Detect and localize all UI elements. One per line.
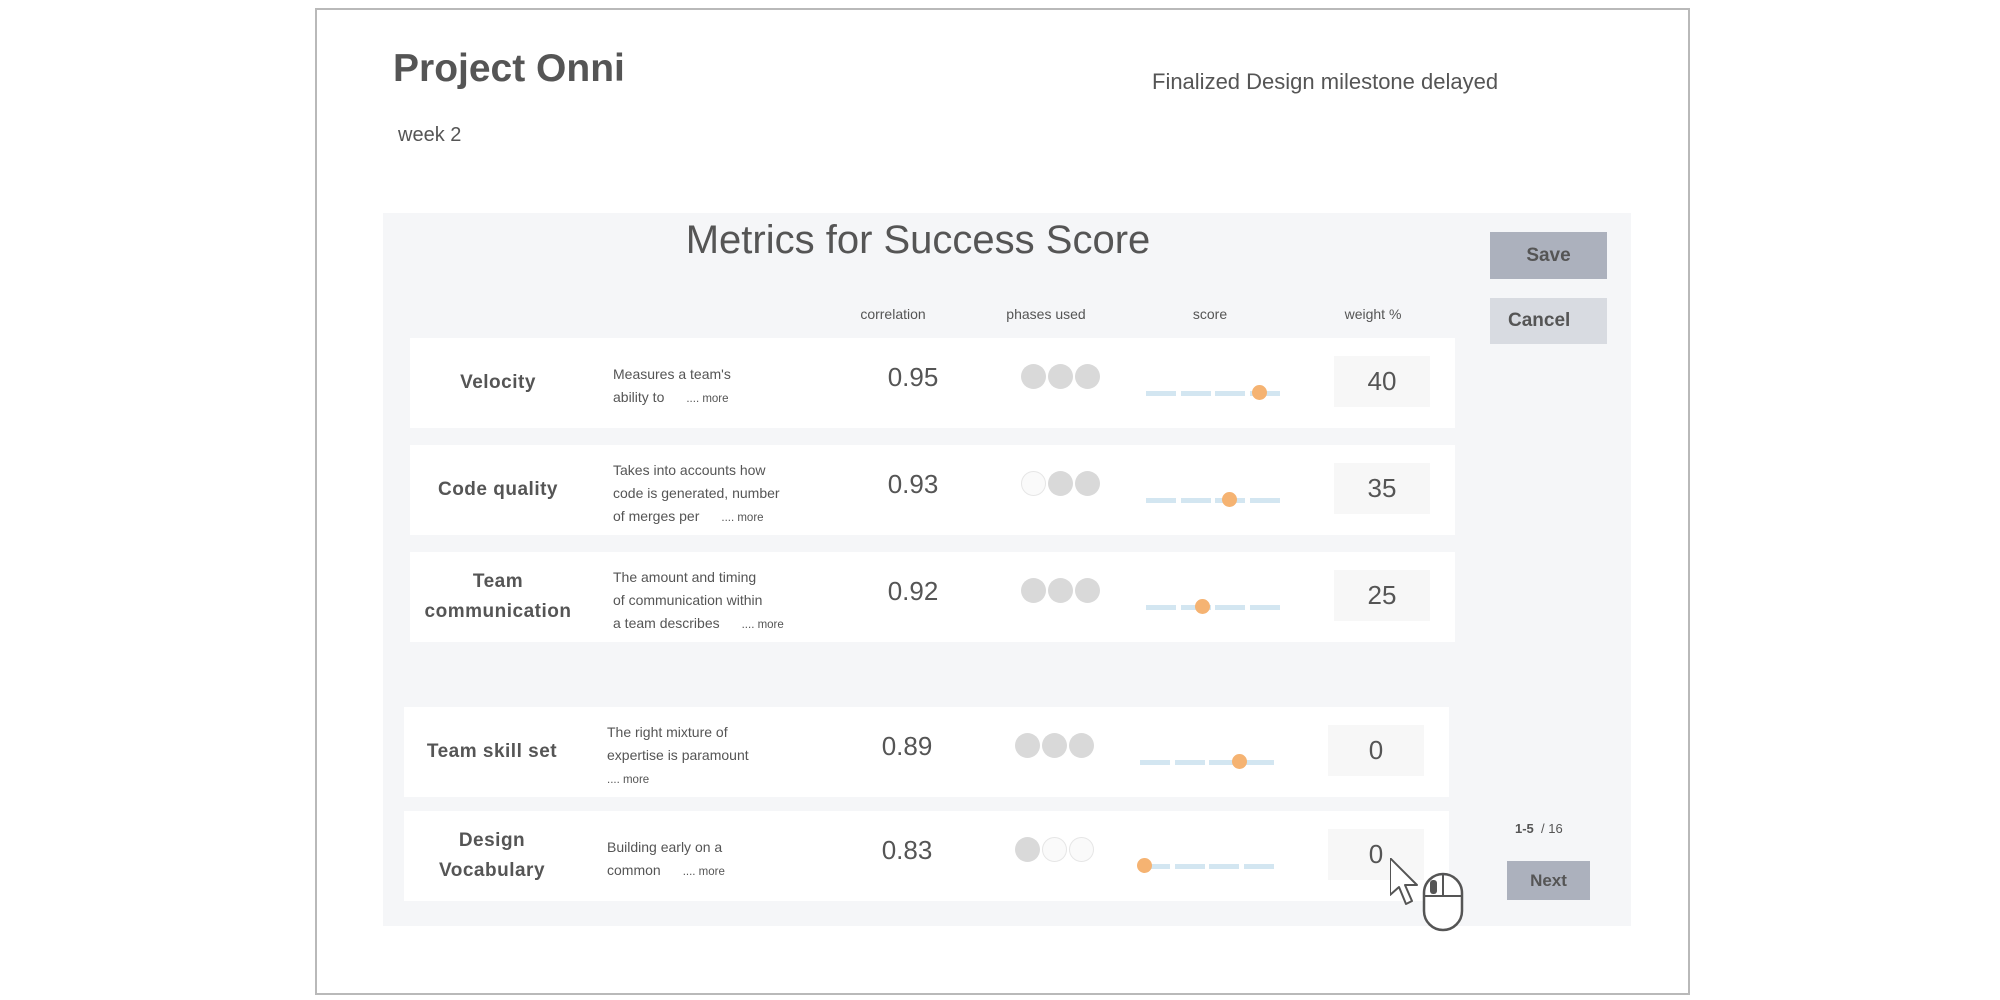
metric-name: Team communication [424, 571, 572, 622]
weight-input[interactable]: 0 [1328, 829, 1424, 880]
project-title: Project Onni [393, 47, 625, 90]
phases-indicator [1021, 578, 1100, 603]
slider-handle[interactable] [1222, 492, 1238, 507]
panel-title: Metrics for Success Score [685, 218, 1151, 262]
slider-track-segment [1140, 760, 1170, 765]
metric-name: Design Vocabulary [438, 830, 546, 881]
slider-track-segment [1146, 605, 1176, 610]
metric-description: Takes into accounts how code is generated… [613, 462, 780, 524]
slider-track-segment [1174, 760, 1205, 765]
metric-row-code-quality: Code quality Takes into accounts how code … [410, 445, 1455, 535]
next-button[interactable]: Next [1507, 861, 1590, 900]
score-slider[interactable] [1146, 383, 1280, 403]
slider-track-segment [1140, 864, 1170, 869]
phase-unused-dot [1069, 837, 1094, 862]
slider-track-segment [1249, 605, 1280, 610]
slider-track-segment [1243, 760, 1274, 765]
score-slider[interactable] [1146, 490, 1280, 510]
phase-used-dot [1075, 578, 1100, 603]
metric-description: The amount and timing of communication wi… [613, 569, 784, 631]
score-slider[interactable] [1140, 752, 1274, 772]
slider-track-segment [1215, 391, 1246, 396]
metric-name: Velocity [460, 372, 536, 393]
metric-row-velocity: Velocity Measures a team's ability to.... … [410, 338, 1455, 428]
mouse-pointer-icon [1390, 858, 1464, 932]
weight-input[interactable]: 0 [1328, 725, 1424, 776]
phase-used-dot [1048, 364, 1073, 389]
phase-unused-dot [1021, 471, 1046, 496]
weight-input[interactable]: 40 [1334, 356, 1430, 407]
metric-description: Building early on a common.... more [607, 839, 725, 878]
phases-indicator [1021, 364, 1100, 389]
slider-track-segment [1180, 391, 1211, 396]
correlation-value: 0.92 [887, 576, 939, 606]
metric-row-team-communication: Team communication The amount and timing of… [410, 552, 1455, 642]
column-header-phases: phases used [1006, 306, 1086, 322]
save-button[interactable]: Save [1490, 232, 1607, 279]
correlation-value: 0.95 [887, 362, 939, 392]
slider-track-segment [1215, 605, 1246, 610]
slider-track-segment [1209, 760, 1240, 765]
slider-track-segment [1146, 391, 1176, 396]
cancel-button[interactable]: Cancel [1490, 298, 1607, 344]
correlation-value: 0.89 [881, 731, 933, 761]
status-message: Finalized Design milestone delayed [1152, 69, 1499, 94]
slider-handle[interactable] [1195, 599, 1211, 614]
pagination-total: / 16 [1541, 821, 1563, 836]
slider-track-segment [1209, 864, 1240, 869]
phase-used-dot [1042, 733, 1067, 758]
slider-handle[interactable] [1251, 385, 1267, 400]
more-link[interactable]: .... more [741, 619, 784, 631]
phases-indicator [1015, 733, 1094, 758]
metric-description: The right mixture of expertise is paramou… [607, 724, 749, 786]
slider-track-segment [1243, 864, 1274, 869]
phase-unused-dot [1042, 837, 1067, 862]
slider-track-segment [1174, 864, 1205, 869]
phase-used-dot [1015, 733, 1040, 758]
phase-used-dot [1021, 578, 1046, 603]
phase-used-dot [1048, 471, 1073, 496]
phase-used-dot [1075, 471, 1100, 496]
correlation-value: 0.83 [881, 835, 933, 865]
pagination-indicator: 1-5 / 16 [1515, 821, 1563, 836]
phases-indicator [1015, 837, 1094, 862]
column-header-score: score [1192, 306, 1228, 322]
mouse-icon [1422, 872, 1464, 932]
column-header-correlation: correlation [860, 306, 926, 322]
more-link[interactable]: .... more [721, 512, 764, 524]
phase-used-dot [1069, 733, 1094, 758]
phase-used-dot [1015, 837, 1040, 862]
metric-row-design-vocabulary: Design Vocabulary Building early on a commo… [404, 811, 1449, 901]
metric-name: Team skill set [426, 741, 558, 762]
more-link[interactable]: .... more [682, 866, 725, 878]
more-link[interactable]: .... more [686, 393, 729, 405]
phase-used-dot [1021, 364, 1046, 389]
slider-handle[interactable] [1137, 858, 1153, 873]
phase-used-dot [1075, 364, 1100, 389]
slider-track-segment [1249, 498, 1280, 503]
more-link[interactable]: .... more [607, 774, 650, 786]
week-label: week 2 [398, 124, 462, 146]
score-slider[interactable] [1137, 856, 1274, 876]
metric-row-team-skill-set: Team skill set The right mixture of expert… [404, 707, 1449, 797]
slider-track-segment [1180, 498, 1211, 503]
phase-used-dot [1048, 578, 1073, 603]
slider-track-segment [1146, 498, 1176, 503]
weight-input[interactable]: 25 [1334, 570, 1430, 621]
weight-input[interactable]: 35 [1334, 463, 1430, 514]
column-header-weight: weight % [1344, 306, 1402, 322]
metric-name: Code quality [437, 479, 558, 500]
score-slider[interactable] [1146, 597, 1280, 617]
metric-description: Measures a team's ability to.... more [613, 366, 731, 405]
slider-handle[interactable] [1232, 754, 1248, 769]
correlation-value: 0.93 [887, 469, 939, 499]
phases-indicator [1021, 471, 1100, 496]
pagination-range: 1-5 [1515, 821, 1534, 836]
